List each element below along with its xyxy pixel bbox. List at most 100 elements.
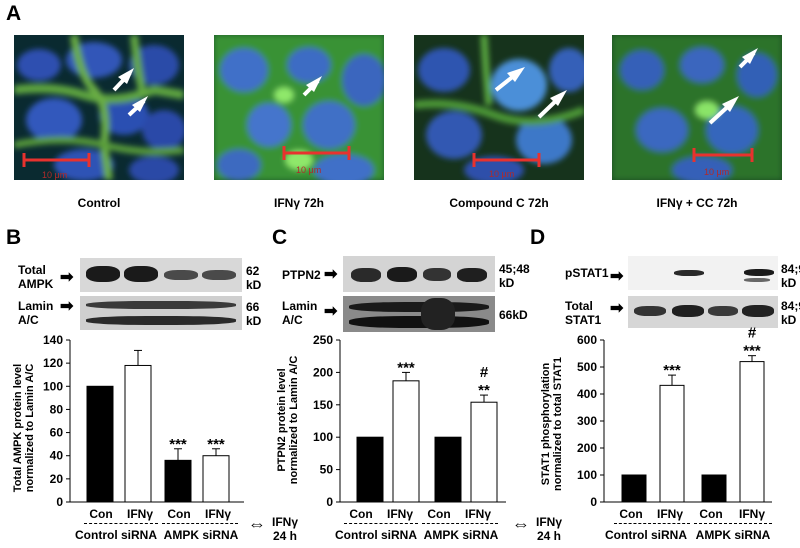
blot-size-total-stat1: 84;91 kD — [781, 299, 800, 327]
y-tick-label: 0 — [326, 495, 333, 509]
group-divider — [614, 523, 690, 524]
blot-size-ptpn2: 45;48 kD — [499, 262, 530, 290]
y-tick-label: 200 — [313, 365, 333, 379]
chart-b: 0 20 40 60 80 100 120 140 *** *** — [0, 330, 260, 515]
scale-text: 10 μm — [296, 165, 321, 175]
scale-text: 10 μm — [704, 167, 729, 177]
xlabel-ifng: IFNγ — [386, 507, 413, 521]
y-tick-label: 40 — [50, 449, 64, 463]
y-tick-label: 150 — [313, 398, 333, 412]
group-divider — [162, 523, 238, 524]
panel-d-letter: D — [530, 226, 546, 249]
y-tick-label: 100 — [313, 430, 333, 444]
caption-compound-c: Compound C 72h — [449, 196, 549, 210]
xlabel-ifng: IFNγ — [464, 507, 491, 521]
scale-text: 10 μm — [489, 169, 514, 179]
bar — [434, 436, 462, 503]
xlabel-con: Con — [89, 507, 113, 521]
y-tick-label: 200 — [577, 441, 597, 455]
y-tick-label: 100 — [43, 379, 63, 393]
y-tick-label: 0 — [590, 495, 597, 509]
y-tick-label: 120 — [43, 356, 63, 370]
y-tick-label: 400 — [577, 387, 597, 401]
micrograph-compound-c: 10 μm — [414, 35, 584, 180]
significance-label: *** — [169, 436, 187, 453]
chart-c: 0 50 100 150 200 250 *** ** # — [270, 330, 520, 515]
xlabel-ifng: IFNγ — [204, 507, 231, 521]
arrow-icon: ➡ — [60, 298, 74, 315]
y-tick-label: 500 — [577, 360, 597, 374]
xlabel-ifng: IFNγ — [738, 507, 765, 521]
double-arrow-icon: ⇔ — [512, 514, 530, 534]
significance-label: # — [480, 364, 489, 381]
panel-a-letter: A — [6, 2, 22, 25]
blot-size-lamin-c: 66kD — [499, 308, 528, 322]
bar — [202, 455, 230, 503]
bar — [356, 436, 384, 503]
micrograph-ifng: 10 μm — [214, 35, 384, 180]
western-blot-total-stat1 — [628, 296, 778, 328]
bar — [164, 459, 192, 503]
western-blot-ptpn2 — [343, 256, 495, 292]
significance-label: # — [748, 325, 757, 342]
y-tick-label: 50 — [320, 463, 334, 477]
ylabel-b: Total AMPK protein level normalized to La… — [12, 363, 36, 493]
treatment-label: IFNγ 24 h — [271, 515, 298, 543]
xlabel-con: Con — [427, 507, 451, 521]
group-label-control-sirna: Control siRNA — [335, 528, 417, 542]
y-tick-label: 100 — [577, 468, 597, 482]
y-tick-label: 140 — [43, 333, 63, 347]
blot-label-lamin-c: Lamin A/C — [282, 299, 318, 327]
significance-label: *** — [663, 362, 681, 379]
western-blot-lamin-b — [80, 296, 242, 330]
panel-c-letter: C — [272, 226, 288, 249]
blot-label-pstat1: pSTAT1 — [565, 266, 609, 280]
bar — [86, 385, 114, 503]
y-tick-label: 80 — [50, 402, 64, 416]
bar — [621, 474, 647, 503]
group-label-ampk-sirna: AMPK siRNA — [163, 528, 239, 542]
group-divider — [84, 523, 158, 524]
caption-ifng: IFNγ 72h — [273, 196, 324, 210]
arrow-icon: ➡ — [60, 269, 74, 286]
blot-label-lamin: Lamin A/C — [18, 299, 54, 327]
ylabel-d: STAT1 phosphorylation normalized to total… — [540, 356, 564, 492]
blot-label-ptpn2: PTPN2 — [282, 268, 321, 282]
y-tick-label: 250 — [313, 333, 333, 347]
arrow-icon: ➡ — [324, 303, 338, 320]
panel-b-letter: B — [6, 226, 22, 249]
blot-size-pstat1: 84;91 kD — [781, 262, 800, 290]
group-divider — [344, 523, 418, 524]
double-arrow-icon: ⇔ — [248, 514, 266, 534]
micrograph-ifng-cc: 10 μm — [612, 35, 782, 180]
group-label-control-sirna: Control siRNA — [75, 528, 157, 542]
micrograph-control: 10 μm — [14, 35, 184, 180]
blot-label-total-stat1: Total STAT1 — [565, 299, 602, 327]
xlabel-con: Con — [167, 507, 191, 521]
xlabel-con: Con — [619, 507, 643, 521]
group-label-ampk-sirna: AMPK siRNA — [695, 528, 771, 542]
arrow-icon: ➡ — [324, 266, 338, 283]
y-tick-label: 0 — [56, 495, 63, 509]
ylabel-c: PTPN2 protein level normalized to Lamin A… — [276, 355, 300, 485]
arrow-icon: ➡ — [610, 268, 624, 285]
group-label-control-sirna: Control siRNA — [605, 528, 687, 542]
bar — [739, 361, 765, 503]
xlabel-ifng: IFNγ — [656, 507, 683, 521]
caption-ifng-cc: IFNγ + CC 72h — [656, 196, 738, 210]
blot-size-lamin-b: 66 kD — [246, 300, 262, 328]
treatment-label: IFNγ 24 h — [535, 515, 562, 543]
bar — [392, 380, 420, 503]
caption-control: Control — [77, 196, 121, 210]
arrow-icon: ➡ — [610, 300, 624, 317]
scale-text: 10 μm — [42, 170, 67, 180]
y-tick-label: 60 — [50, 426, 64, 440]
xlabel-con: Con — [349, 507, 373, 521]
significance-label: ** — [478, 382, 490, 399]
bar — [659, 384, 685, 503]
group-label-ampk-sirna: AMPK siRNA — [423, 528, 499, 542]
y-tick-label: 20 — [50, 472, 64, 486]
group-divider — [694, 523, 772, 524]
bar — [701, 474, 727, 503]
significance-label: *** — [207, 436, 225, 453]
